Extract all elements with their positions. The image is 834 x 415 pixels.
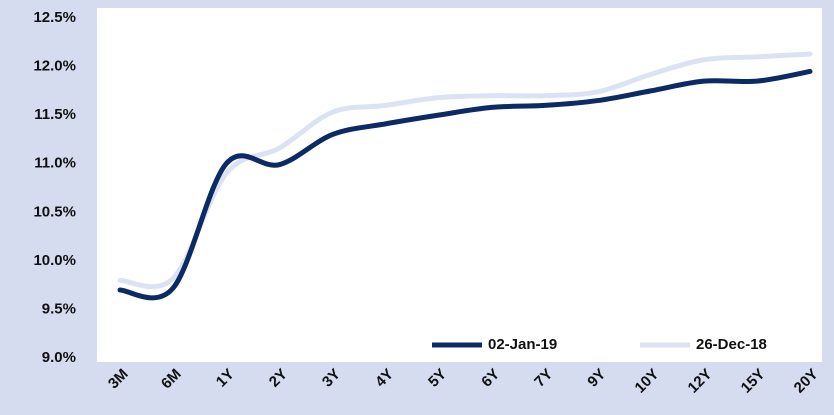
y-tick-label: 9.5% (42, 300, 76, 317)
y-tick-label: 9.0% (42, 349, 76, 366)
x-tick-label: 7Y (531, 366, 556, 391)
y-tick-label: 10.5% (33, 203, 76, 220)
series-line (117, 51, 813, 290)
x-tick-label: 4Y (372, 366, 397, 391)
x-tick-label: 1Y (213, 366, 238, 391)
legend-label: 02-Jan-19 (488, 336, 557, 353)
y-tick-label: 12.5% (33, 9, 76, 26)
legend-label: 26-Dec-18 (696, 336, 767, 353)
x-tick-label: 6Y (478, 366, 503, 391)
y-tick-label: 11.5% (34, 106, 76, 123)
x-tick-label: 5Y (425, 366, 450, 391)
x-tick-label: 2Y (266, 366, 291, 391)
x-tick-label: 6M (158, 366, 185, 393)
x-tick-label: 3M (105, 366, 132, 393)
x-tick-label: 12Y (685, 366, 716, 397)
x-tick-label: 3Y (319, 366, 344, 391)
x-tick-label: 15Y (738, 366, 769, 397)
x-tick-label: 20Y (791, 366, 822, 397)
y-tick-label: 12.0% (33, 58, 76, 75)
series-line (117, 68, 813, 301)
x-tick-label: 10Y (632, 366, 663, 397)
y-tick-label: 11.0% (34, 155, 76, 172)
y-tick-label: 10.0% (33, 252, 76, 269)
x-tick-label: 9Y (584, 366, 609, 391)
